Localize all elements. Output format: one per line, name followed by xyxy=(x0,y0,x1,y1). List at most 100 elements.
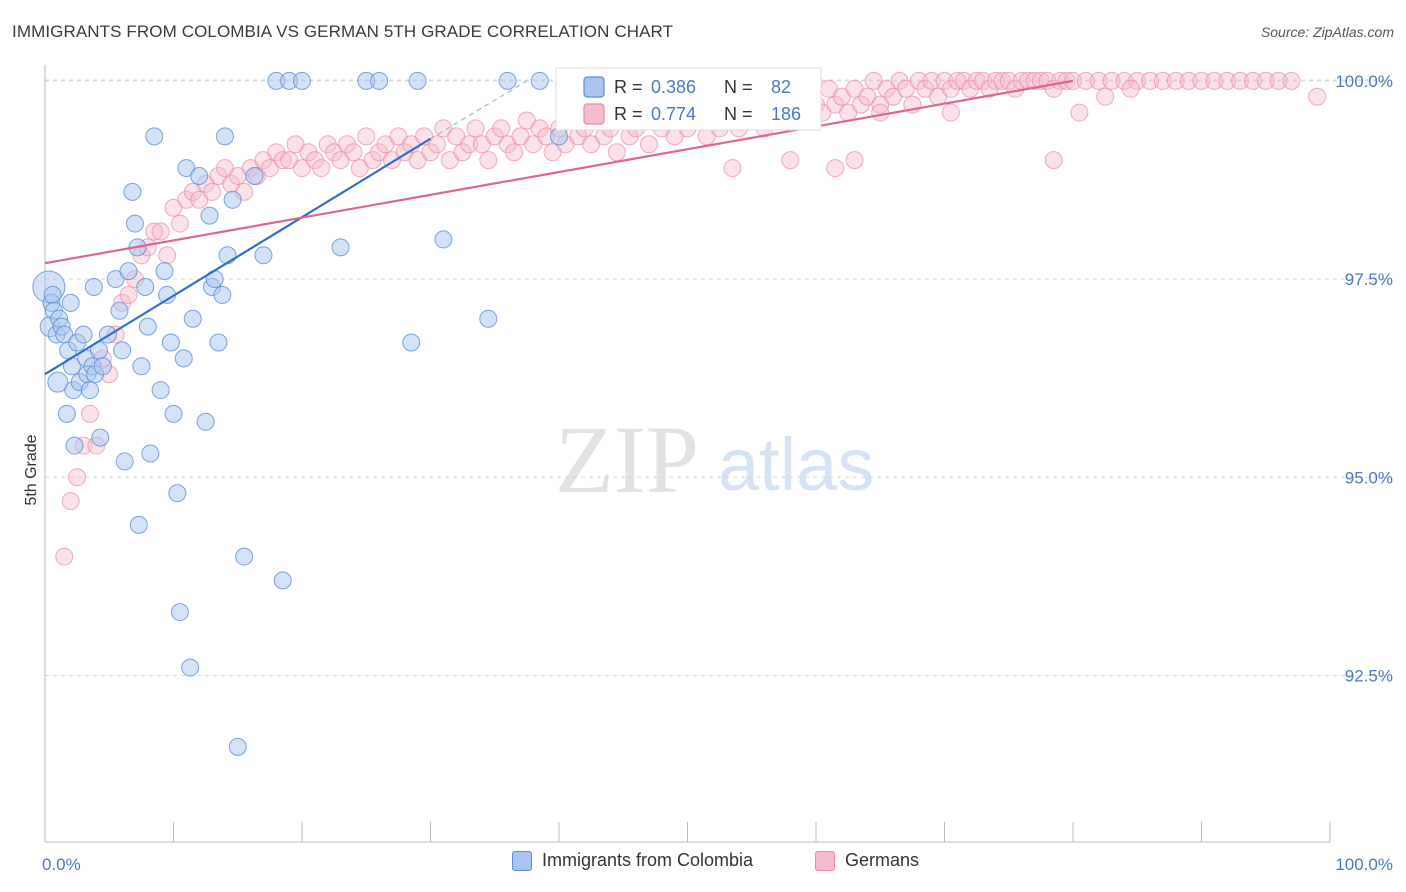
point-germans xyxy=(164,198,183,217)
point-colombia xyxy=(170,603,189,622)
point-colombia xyxy=(254,246,273,265)
point-colombia xyxy=(155,262,174,281)
point-germans xyxy=(781,151,800,170)
stats-n-value: 82 xyxy=(771,77,791,97)
stats-r-value: 0.774 xyxy=(651,104,696,124)
point-germans xyxy=(511,127,530,146)
point-germans xyxy=(871,95,890,114)
point-colombia xyxy=(177,159,196,178)
stats-n-label: N = xyxy=(724,77,753,97)
point-germans xyxy=(389,127,408,146)
point-germans xyxy=(858,87,877,106)
point-germans xyxy=(151,222,170,241)
point-colombia xyxy=(47,371,69,393)
point-colombia xyxy=(190,167,209,185)
point-germans xyxy=(460,135,479,154)
stats-r-value: 0.386 xyxy=(651,77,696,97)
point-germans xyxy=(517,111,536,130)
point-germans xyxy=(1205,71,1224,90)
legend-item-colombia[interactable]: Immigrants from Colombia xyxy=(512,850,753,871)
x-tick-label-min: 0.0% xyxy=(42,855,81,874)
point-colombia xyxy=(129,515,148,534)
point-colombia xyxy=(145,127,164,146)
point-germans xyxy=(1089,71,1108,90)
point-colombia xyxy=(110,301,129,320)
point-germans xyxy=(1282,71,1301,90)
point-germans xyxy=(543,143,562,162)
point-germans xyxy=(331,151,350,170)
point-germans xyxy=(1070,103,1089,122)
point-germans xyxy=(357,127,376,146)
watermark-zip: ZIP xyxy=(555,406,699,513)
point-germans xyxy=(344,143,363,162)
point-germans xyxy=(1057,71,1076,90)
point-germans xyxy=(350,159,369,178)
legend-swatch-blue xyxy=(512,850,532,871)
point-colombia xyxy=(43,285,62,304)
point-germans xyxy=(293,159,311,178)
point-germans xyxy=(1243,71,1262,90)
point-colombia xyxy=(183,309,202,328)
point-germans xyxy=(376,135,395,154)
point-colombia xyxy=(123,182,142,201)
point-germans xyxy=(1256,71,1275,90)
point-germans xyxy=(639,135,658,154)
point-germans xyxy=(145,222,164,241)
point-colombia xyxy=(74,325,93,344)
point-germans xyxy=(472,135,491,154)
point-germans xyxy=(1096,87,1115,106)
point-germans xyxy=(55,547,74,566)
point-colombia xyxy=(200,206,219,225)
chart-title: IMMIGRANTS FROM COLOMBIA VS GERMAN 5TH G… xyxy=(12,22,674,41)
point-colombia xyxy=(151,381,170,400)
point-germans xyxy=(871,103,890,122)
point-germans xyxy=(1121,79,1140,98)
stats-n-label: N = xyxy=(724,104,753,124)
point-germans xyxy=(466,119,485,138)
point-colombia xyxy=(119,262,138,281)
point-colombia xyxy=(65,436,84,455)
point-germans xyxy=(203,182,222,201)
point-germans xyxy=(1218,71,1237,90)
point-colombia xyxy=(136,278,155,296)
point-colombia xyxy=(293,71,311,90)
trendline-colombia xyxy=(44,137,432,376)
y-tick-label: 97.5% xyxy=(1345,270,1393,289)
stats-r-label: R = xyxy=(614,77,643,97)
point-germans xyxy=(1166,71,1185,90)
point-colombia xyxy=(213,285,232,304)
point-colombia xyxy=(218,246,237,265)
point-germans xyxy=(826,159,845,178)
point-germans xyxy=(312,159,331,178)
point-colombia xyxy=(181,658,200,677)
point-germans xyxy=(832,87,851,106)
legend-label-colombia: Immigrants from Colombia xyxy=(542,850,754,870)
point-colombia xyxy=(402,333,421,352)
point-colombia xyxy=(223,190,242,209)
point-colombia xyxy=(331,238,350,257)
point-colombia xyxy=(479,309,498,328)
watermark: ZIP atlas xyxy=(555,406,874,513)
point-germans xyxy=(607,143,626,162)
point-colombia xyxy=(434,230,453,249)
point-germans xyxy=(884,87,903,106)
point-germans xyxy=(1269,71,1288,90)
point-germans xyxy=(505,143,524,162)
y-tick-label: 100.0% xyxy=(1335,72,1393,91)
point-colombia xyxy=(530,71,549,90)
stats-swatch xyxy=(583,103,605,125)
point-colombia xyxy=(138,317,157,336)
source-label: Source: ZipAtlas.com xyxy=(1260,24,1394,40)
point-colombia xyxy=(106,270,125,289)
y-tick-label: 95.0% xyxy=(1345,468,1393,487)
trendline-germans xyxy=(44,79,1074,265)
trendline-colombia-extension xyxy=(430,80,528,140)
stats-legend: R = 0.386 N = 82 R = 0.774 N = 186 xyxy=(555,67,822,131)
legend-item-germans[interactable]: Germans xyxy=(815,850,919,871)
point-germans xyxy=(967,71,986,90)
point-germans xyxy=(1308,87,1327,106)
point-colombia xyxy=(245,167,264,185)
point-colombia xyxy=(61,293,80,312)
point-germans xyxy=(119,285,138,304)
point-colombia xyxy=(141,444,160,463)
